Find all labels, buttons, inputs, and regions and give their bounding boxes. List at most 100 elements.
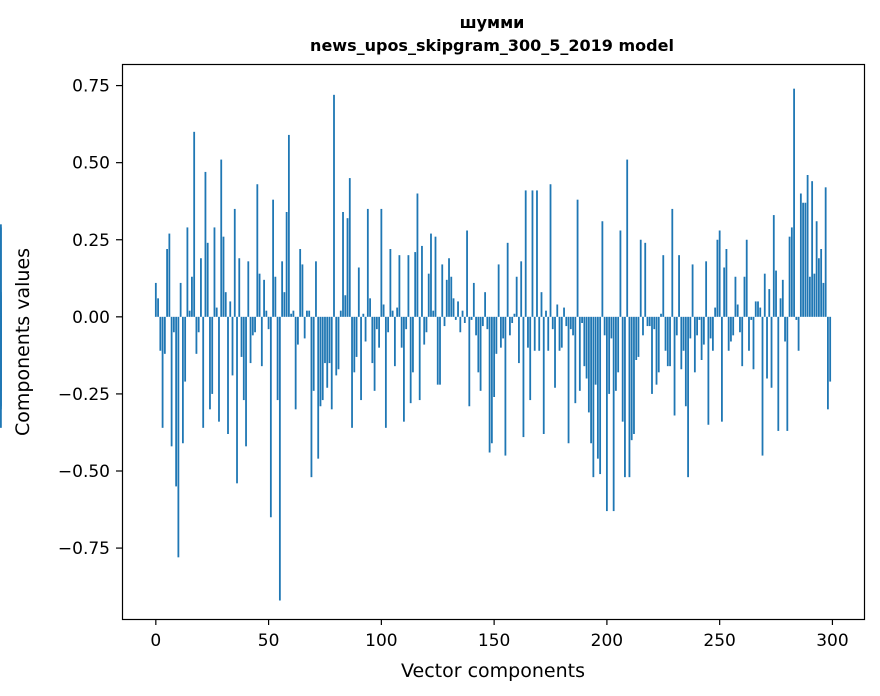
bar	[569, 316, 572, 330]
bar	[179, 282, 182, 317]
bar	[330, 316, 333, 410]
bar	[222, 236, 225, 317]
bar	[718, 230, 721, 317]
x-axis: 0 50 100 150 200 250 300	[150, 619, 849, 651]
bar	[556, 304, 559, 317]
x-tick-label: 300	[816, 631, 848, 651]
bar	[337, 316, 340, 370]
y-tick-label: 0.75	[72, 77, 110, 97]
bar	[612, 316, 615, 512]
bar	[466, 230, 468, 317]
bar	[709, 316, 712, 339]
bar	[536, 190, 538, 317]
bar	[624, 316, 626, 478]
bar	[276, 316, 279, 401]
bar	[502, 316, 505, 339]
bar	[567, 316, 570, 444]
bar	[398, 255, 401, 317]
bar	[339, 310, 342, 317]
bar	[427, 273, 430, 317]
bar	[308, 310, 311, 317]
bar	[287, 134, 290, 317]
bar	[761, 316, 764, 456]
bar	[730, 316, 732, 342]
bar	[463, 316, 466, 323]
bar	[675, 316, 678, 336]
bar	[484, 292, 486, 317]
bar	[224, 292, 227, 317]
bar	[633, 316, 635, 434]
bar	[822, 282, 825, 317]
bar	[797, 316, 800, 351]
bar	[211, 316, 214, 394]
bar	[542, 316, 545, 434]
bar	[820, 249, 823, 317]
bar	[378, 316, 380, 348]
x-tick-label: 100	[365, 631, 397, 651]
bar	[657, 316, 660, 373]
bar	[168, 233, 171, 317]
bar	[748, 316, 750, 351]
bar	[355, 316, 358, 357]
bar	[166, 249, 168, 317]
bar	[186, 227, 189, 317]
bar	[653, 316, 656, 330]
bar	[682, 316, 685, 351]
bar	[490, 316, 493, 444]
bar	[565, 316, 568, 327]
bar	[333, 94, 335, 317]
bar	[306, 310, 308, 317]
y-tick-label: −0.25	[58, 385, 110, 405]
x-tick-label: 150	[478, 631, 510, 651]
chart-title: шумми	[460, 13, 525, 32]
bar	[626, 159, 629, 317]
bar	[509, 316, 511, 336]
bar	[472, 282, 475, 317]
bar	[369, 298, 371, 317]
bar	[691, 264, 694, 317]
y-tick-label: −0.50	[58, 462, 110, 482]
bar	[384, 316, 387, 428]
bar	[348, 178, 351, 317]
x-tick-label: 250	[703, 631, 735, 651]
bar	[786, 316, 789, 431]
bar	[321, 316, 324, 401]
bar	[274, 276, 277, 317]
bar	[290, 313, 293, 317]
bar	[294, 316, 297, 410]
bar	[538, 316, 541, 351]
bar	[452, 298, 455, 317]
bar	[734, 276, 737, 317]
bar	[371, 316, 374, 364]
bar	[366, 208, 369, 317]
bar	[520, 261, 523, 317]
bar	[583, 316, 586, 367]
bar	[434, 236, 437, 317]
bar	[373, 316, 376, 391]
bar	[669, 316, 671, 367]
bar	[375, 316, 378, 330]
bar	[680, 316, 683, 370]
bar	[283, 292, 286, 317]
bar	[445, 279, 448, 317]
bar	[414, 252, 417, 317]
bar	[163, 316, 166, 354]
bar	[817, 258, 820, 317]
bar	[256, 184, 259, 317]
bar	[393, 316, 396, 367]
bar	[574, 316, 577, 404]
chart-subtitle: news_upos_skipgram_300_5_2019 model	[310, 36, 674, 55]
bar	[364, 316, 367, 342]
bar	[660, 313, 662, 317]
bar	[684, 316, 687, 407]
bar	[418, 316, 421, 401]
bar	[312, 316, 315, 391]
bar	[448, 258, 450, 317]
bar	[260, 316, 263, 367]
bar	[540, 292, 543, 317]
bar	[450, 276, 453, 317]
bar	[788, 236, 791, 317]
bar	[628, 316, 631, 478]
bar	[285, 212, 288, 317]
bar	[644, 242, 647, 317]
